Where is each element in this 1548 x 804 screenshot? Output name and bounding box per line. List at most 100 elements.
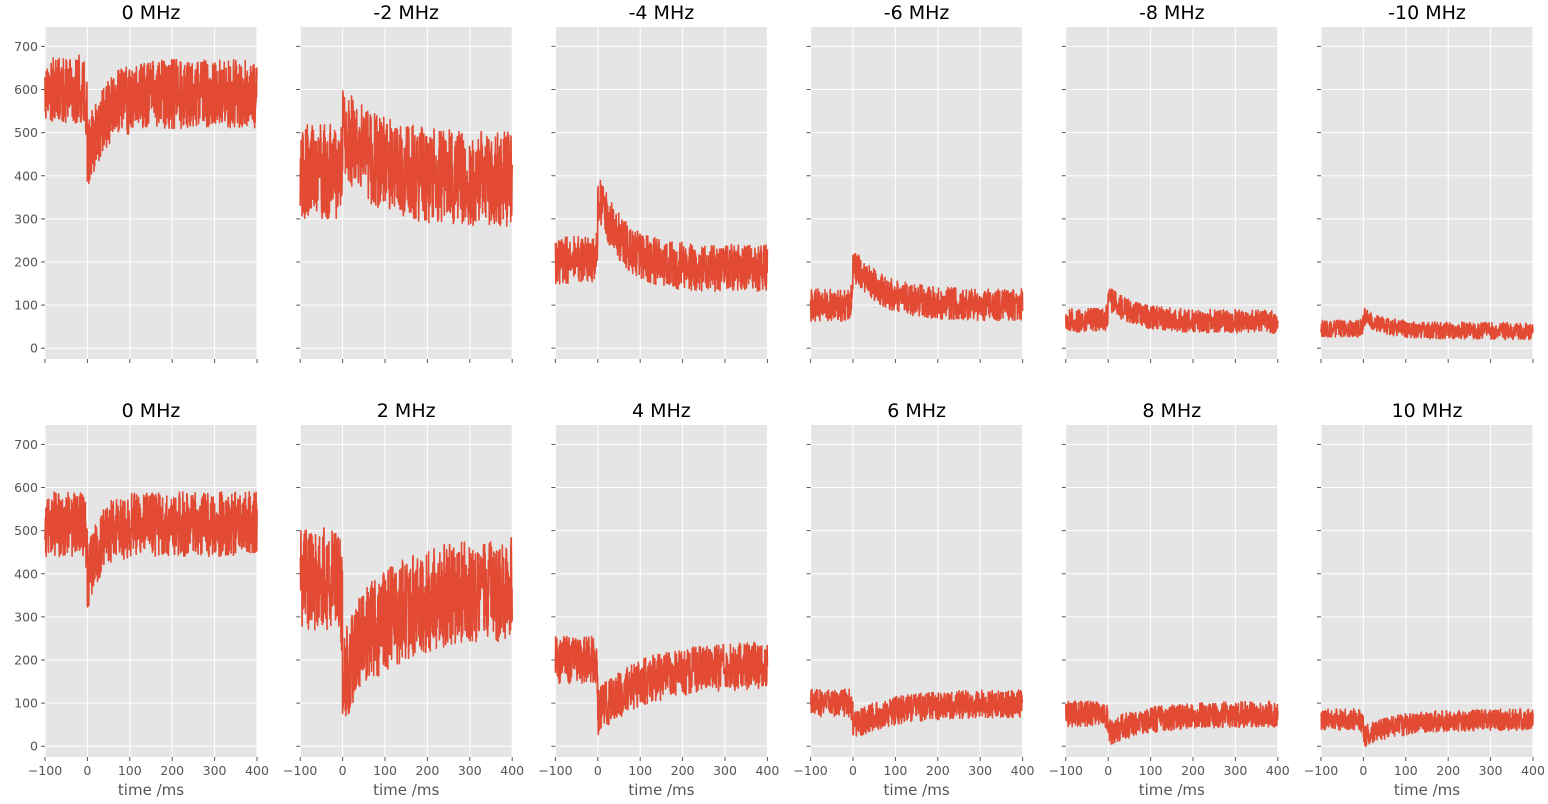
subplot-title: 2 MHz: [377, 400, 436, 422]
x-tick-label: −100: [1304, 763, 1338, 778]
signal-trace: [1320, 307, 1534, 341]
x-tick-label: 100: [373, 763, 397, 778]
x-tick-label: 0: [83, 763, 91, 778]
x-tick-label: 300: [1223, 763, 1247, 778]
x-tick-label: 0: [1359, 763, 1367, 778]
subplot-title: -6 MHz: [884, 2, 950, 24]
x-tick-label: 400: [755, 763, 779, 778]
subplot-11: −100 0 100 200 300 400 8 MHz time /ms: [1049, 400, 1290, 799]
subplot-7: −100 0 100 200 300 400 0 100 200 300 400 500 600 700 0…: [14, 400, 269, 799]
subplot-8: −100 0 100 200 300 400 2 MHz time /ms: [283, 400, 524, 799]
y-tick-label: 400: [14, 168, 38, 183]
y-tick-label: 500: [14, 125, 38, 140]
subplot-title: -10 MHz: [1388, 2, 1466, 24]
y-tick-label: 100: [14, 696, 38, 711]
x-tick-label: 200: [926, 763, 950, 778]
x-tick-label: 0: [849, 763, 857, 778]
x-tick-label: 400: [1011, 763, 1035, 778]
x-tick-label: 300: [713, 763, 737, 778]
x-tick-label: 400: [1266, 763, 1290, 778]
x-tick-label: 400: [1521, 763, 1545, 778]
signal-trace: [809, 688, 1024, 737]
x-tick-label: 100: [883, 763, 907, 778]
plot-area: [555, 27, 768, 359]
signal-trace: [44, 491, 258, 608]
x-axis-label: time /ms: [628, 781, 694, 799]
y-tick-label: 200: [14, 254, 38, 269]
signal-trace: [809, 252, 1024, 322]
subplot-title: -2 MHz: [373, 2, 439, 24]
x-tick-label: 100: [1394, 763, 1418, 778]
y-tick-label: 600: [14, 480, 38, 495]
y-tick-label: 0: [30, 739, 38, 754]
signal-trace: [1065, 288, 1279, 334]
y-tick-label: 0: [30, 341, 38, 356]
signal-trace: [1065, 700, 1279, 745]
y-tick-label: 700: [14, 437, 38, 452]
subplot-6: -10 MHz: [1317, 2, 1534, 363]
x-tick-label: −100: [28, 763, 62, 778]
subplot-title: 0 MHz: [122, 2, 181, 24]
y-tick-label: 400: [14, 566, 38, 581]
subplot-title: 0 MHz: [122, 400, 181, 422]
y-tick-label: 700: [14, 39, 38, 54]
plot-area: [1321, 27, 1533, 359]
x-tick-label: −100: [538, 763, 572, 778]
plot-area: [1321, 425, 1533, 757]
x-tick-label: 200: [671, 763, 695, 778]
plot-area: [1065, 27, 1278, 359]
subplot-9: −100 0 100 200 300 400 4 MHz time /ms: [538, 400, 779, 799]
x-axis-label: time /ms: [118, 781, 184, 799]
x-axis-label: time /ms: [1394, 781, 1460, 799]
signal-trace: [554, 179, 769, 293]
x-tick-label: 300: [458, 763, 482, 778]
y-tick-label: 300: [14, 609, 38, 624]
subplot-12: −100 0 100 200 300 400 10 MHz time /ms: [1304, 400, 1545, 799]
x-tick-label: 100: [628, 763, 652, 778]
subplot-5: -8 MHz: [1061, 2, 1279, 363]
x-tick-label: 200: [1436, 763, 1460, 778]
subplot-title: 10 MHz: [1392, 400, 1463, 422]
x-tick-label: 200: [160, 763, 184, 778]
x-tick-label: 100: [1139, 763, 1163, 778]
y-tick-label: 600: [14, 82, 38, 97]
x-tick-label: −100: [1049, 763, 1083, 778]
x-tick-label: −100: [283, 763, 317, 778]
subplot-1: 0 100 200 300 400 500 600 700 0 MHz: [14, 2, 258, 363]
x-tick-label: 300: [968, 763, 992, 778]
subplot-2: -2 MHz: [296, 2, 513, 363]
y-tick-label: 300: [14, 211, 38, 226]
x-tick-label: 100: [118, 763, 142, 778]
x-tick-label: 300: [203, 763, 227, 778]
y-tick-label: 500: [14, 523, 38, 538]
signal-trace: [299, 90, 513, 227]
x-tick-label: 0: [339, 763, 347, 778]
x-tick-label: 400: [245, 763, 269, 778]
x-tick-label: 0: [594, 763, 602, 778]
x-tick-label: 200: [415, 763, 439, 778]
signal-trace: [299, 527, 513, 717]
subplot-title: -8 MHz: [1139, 2, 1205, 24]
subplot-10: −100 0 100 200 300 400 6 MHz time /ms: [793, 400, 1034, 799]
x-axis-label: time /ms: [884, 781, 950, 799]
x-tick-label: 200: [1181, 763, 1205, 778]
signal-trace: [44, 54, 258, 185]
subplot-title: 4 MHz: [632, 400, 691, 422]
subplot-3: -4 MHz: [551, 2, 769, 363]
y-tick-label: 100: [14, 298, 38, 313]
subplot-title: 6 MHz: [887, 400, 946, 422]
x-tick-label: −100: [793, 763, 827, 778]
subplot-title: -4 MHz: [629, 2, 695, 24]
subplot-title: 8 MHz: [1142, 400, 1201, 422]
x-tick-label: 300: [1479, 763, 1503, 778]
signal-trace: [1320, 708, 1534, 748]
x-axis-label: time /ms: [373, 781, 439, 799]
x-tick-label: 0: [1104, 763, 1112, 778]
plot-area: [45, 425, 257, 757]
plot-area: [555, 425, 768, 757]
x-tick-label: 400: [500, 763, 524, 778]
x-axis-label: time /ms: [1139, 781, 1205, 799]
subplot-4: -6 MHz: [806, 2, 1024, 363]
y-tick-label: 200: [14, 652, 38, 667]
